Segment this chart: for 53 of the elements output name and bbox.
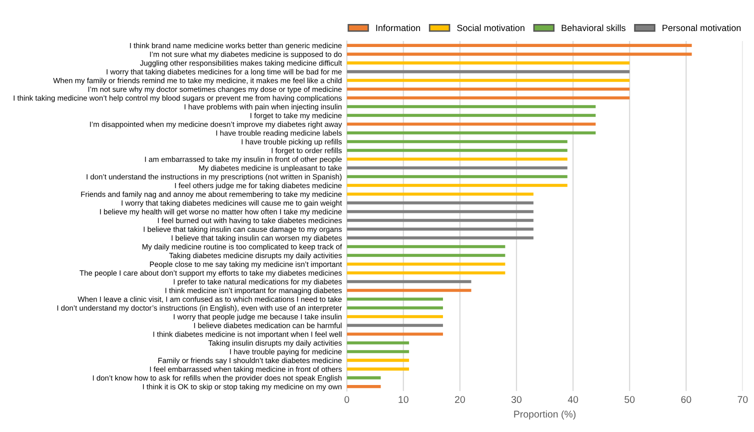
bar bbox=[346, 122, 596, 126]
bar bbox=[346, 114, 596, 117]
bar bbox=[346, 96, 630, 100]
bar bbox=[346, 70, 630, 74]
x-tick-label: 10 bbox=[398, 396, 408, 403]
bar bbox=[346, 350, 410, 354]
bar bbox=[346, 385, 381, 388]
legend-label: Information bbox=[376, 24, 420, 32]
bar bbox=[346, 184, 568, 187]
bar bbox=[346, 218, 534, 222]
bar bbox=[346, 61, 630, 64]
bar bbox=[346, 324, 443, 327]
x-tick-label: 20 bbox=[455, 396, 465, 403]
x-tick-label: 30 bbox=[511, 396, 522, 403]
bar bbox=[346, 245, 506, 248]
x-tick-label: 50 bbox=[624, 396, 635, 403]
bar bbox=[346, 271, 506, 274]
bar bbox=[346, 166, 568, 170]
bar bbox=[346, 52, 692, 56]
x-tick-label: 0 bbox=[344, 396, 350, 403]
x-tick-label: 70 bbox=[738, 396, 748, 403]
bar bbox=[346, 254, 506, 257]
bar bbox=[346, 341, 410, 344]
bar bbox=[346, 78, 630, 82]
bar bbox=[346, 262, 506, 266]
bar bbox=[346, 105, 596, 108]
bar bbox=[346, 131, 596, 134]
bar bbox=[346, 88, 630, 91]
bar bbox=[346, 148, 568, 152]
bar bbox=[346, 376, 381, 380]
bar bbox=[346, 201, 534, 204]
bar bbox=[346, 175, 568, 178]
bar bbox=[346, 315, 443, 318]
bar bbox=[346, 192, 534, 196]
x-tick-label: 40 bbox=[568, 396, 578, 403]
x-tick-label: 60 bbox=[681, 396, 692, 403]
legend-label: Personal motivation bbox=[662, 24, 741, 32]
legend-label: Behavioral skills bbox=[562, 24, 626, 32]
bar bbox=[346, 368, 410, 371]
bar bbox=[346, 280, 472, 284]
bar bbox=[346, 236, 534, 240]
bar bbox=[346, 306, 443, 310]
bar bbox=[346, 332, 443, 336]
bar bbox=[346, 358, 410, 362]
bar bbox=[346, 298, 443, 301]
bar bbox=[346, 228, 534, 231]
bar bbox=[346, 158, 568, 161]
bar bbox=[346, 210, 534, 214]
legend-label: Social motivation bbox=[457, 24, 524, 32]
bar bbox=[346, 140, 568, 144]
bar bbox=[346, 288, 472, 292]
bar bbox=[346, 44, 692, 47]
x-axis-title: Proportion (%) bbox=[514, 410, 576, 420]
